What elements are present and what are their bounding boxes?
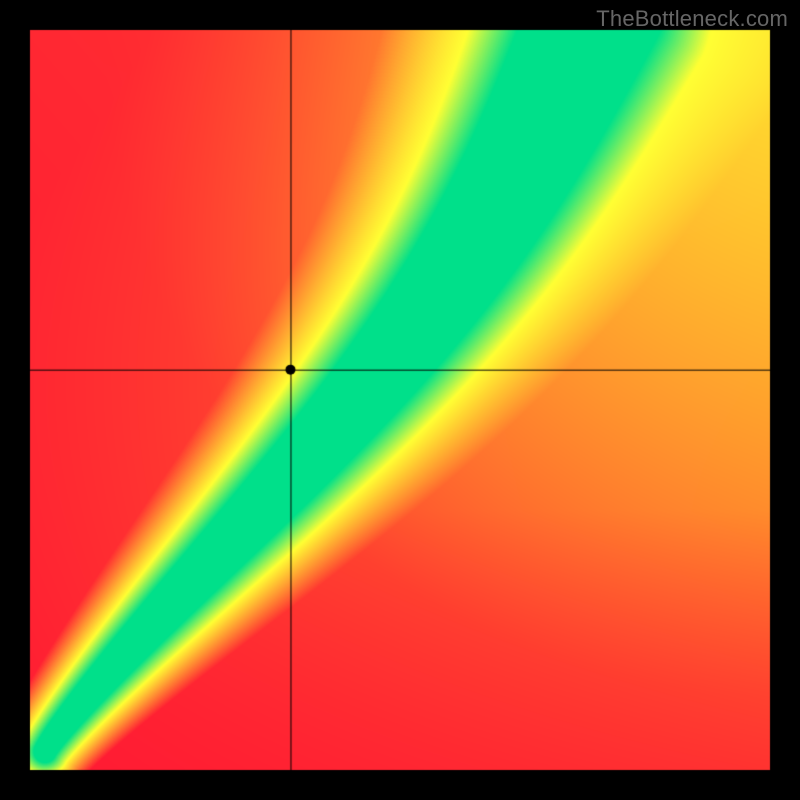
watermark-text: TheBottleneck.com (596, 6, 788, 32)
bottleneck-heatmap-canvas (0, 0, 800, 800)
chart-container: TheBottleneck.com (0, 0, 800, 800)
